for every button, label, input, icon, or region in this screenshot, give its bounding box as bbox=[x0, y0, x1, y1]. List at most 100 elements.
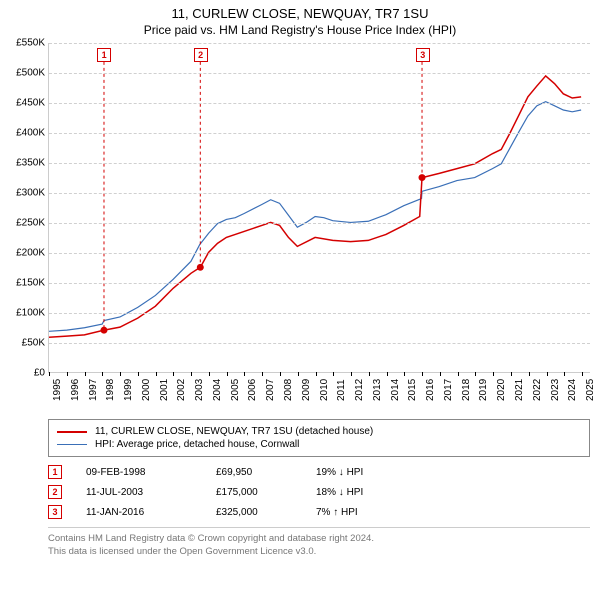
x-tick-label: 2005 bbox=[230, 379, 241, 401]
x-tick-label: 2017 bbox=[443, 379, 454, 401]
legend-swatch bbox=[57, 431, 87, 433]
x-tick-label: 2004 bbox=[212, 379, 223, 401]
gridline-h bbox=[49, 283, 590, 284]
x-tick-label: 2020 bbox=[496, 379, 507, 401]
footer-line-2: This data is licensed under the Open Gov… bbox=[48, 545, 590, 558]
x-tick-label: 2019 bbox=[478, 379, 489, 401]
chart-title: 11, CURLEW CLOSE, NEWQUAY, TR7 1SU bbox=[0, 6, 600, 21]
x-tick-label: 2013 bbox=[372, 379, 383, 401]
transaction-marker: 3 bbox=[48, 505, 62, 519]
marker-dot bbox=[197, 264, 204, 271]
marker-dot bbox=[100, 327, 107, 334]
x-tick-label: 1997 bbox=[88, 379, 99, 401]
gridline-h bbox=[49, 163, 590, 164]
chart-container: 11, CURLEW CLOSE, NEWQUAY, TR7 1SU Price… bbox=[0, 6, 600, 559]
x-tick-label: 1999 bbox=[123, 379, 134, 401]
x-tick-mark bbox=[493, 372, 494, 376]
legend-swatch bbox=[57, 444, 87, 445]
x-tick-mark bbox=[511, 372, 512, 376]
y-tick-label: £400K bbox=[1, 128, 45, 139]
x-tick-label: 2015 bbox=[407, 379, 418, 401]
legend-item: HPI: Average price, detached house, Corn… bbox=[57, 439, 581, 450]
transaction-date: 09-FEB-1998 bbox=[86, 467, 216, 478]
transaction-delta: 7% ↑ HPI bbox=[316, 507, 416, 518]
gridline-h bbox=[49, 193, 590, 194]
x-tick-mark bbox=[529, 372, 530, 376]
plot-area: £0£50K£100K£150K£200K£250K£300K£350K£400… bbox=[48, 43, 590, 373]
x-tick-mark bbox=[209, 372, 210, 376]
gridline-h bbox=[49, 73, 590, 74]
x-tick-mark bbox=[351, 372, 352, 376]
x-tick-mark bbox=[138, 372, 139, 376]
marker-box: 3 bbox=[416, 48, 430, 62]
x-tick-mark bbox=[316, 372, 317, 376]
gridline-h bbox=[49, 43, 590, 44]
gridline-h bbox=[49, 133, 590, 134]
x-tick-mark bbox=[333, 372, 334, 376]
x-tick-label: 2023 bbox=[550, 379, 561, 401]
x-tick-mark bbox=[85, 372, 86, 376]
x-tick-label: 1996 bbox=[70, 379, 81, 401]
x-tick-mark bbox=[262, 372, 263, 376]
x-tick-label: 2012 bbox=[354, 379, 365, 401]
y-tick-label: £100K bbox=[1, 308, 45, 319]
x-tick-label: 2014 bbox=[390, 379, 401, 401]
transaction-row: 109-FEB-1998£69,95019% ↓ HPI bbox=[48, 465, 590, 479]
x-tick-label: 2009 bbox=[301, 379, 312, 401]
x-tick-mark bbox=[582, 372, 583, 376]
x-tick-mark bbox=[102, 372, 103, 376]
transaction-delta: 18% ↓ HPI bbox=[316, 487, 416, 498]
x-tick-label: 2003 bbox=[194, 379, 205, 401]
y-tick-label: £150K bbox=[1, 278, 45, 289]
chart-svg bbox=[49, 43, 590, 372]
y-tick-label: £200K bbox=[1, 248, 45, 259]
x-tick-mark bbox=[173, 372, 174, 376]
x-tick-label: 2001 bbox=[159, 379, 170, 401]
x-tick-mark bbox=[191, 372, 192, 376]
transaction-date: 11-JUL-2003 bbox=[86, 487, 216, 498]
x-tick-label: 1995 bbox=[52, 379, 63, 401]
x-tick-mark bbox=[547, 372, 548, 376]
chart-subtitle: Price paid vs. HM Land Registry's House … bbox=[0, 23, 600, 37]
x-tick-mark bbox=[120, 372, 121, 376]
x-tick-label: 1998 bbox=[105, 379, 116, 401]
transaction-row: 3 11-JAN-2016£325,0007% ↑ HPI bbox=[48, 505, 590, 519]
x-tick-mark bbox=[244, 372, 245, 376]
legend-item: 11, CURLEW CLOSE, NEWQUAY, TR7 1SU (deta… bbox=[57, 426, 581, 437]
y-tick-label: £300K bbox=[1, 188, 45, 199]
footer-line-1: Contains HM Land Registry data © Crown c… bbox=[48, 532, 590, 545]
transactions-table: 109-FEB-1998£69,95019% ↓ HPI211-JUL-2003… bbox=[48, 465, 590, 519]
x-tick-label: 2007 bbox=[265, 379, 276, 401]
x-tick-label: 2006 bbox=[247, 379, 258, 401]
footer: Contains HM Land Registry data © Crown c… bbox=[48, 527, 590, 559]
marker-box: 2 bbox=[194, 48, 208, 62]
legend: 11, CURLEW CLOSE, NEWQUAY, TR7 1SU (deta… bbox=[48, 419, 590, 457]
y-tick-label: £500K bbox=[1, 68, 45, 79]
transaction-marker: 1 bbox=[48, 465, 62, 479]
x-tick-mark bbox=[298, 372, 299, 376]
x-tick-mark bbox=[387, 372, 388, 376]
x-tick-mark bbox=[67, 372, 68, 376]
x-tick-mark bbox=[404, 372, 405, 376]
x-tick-mark bbox=[475, 372, 476, 376]
gridline-h bbox=[49, 253, 590, 254]
x-tick-mark bbox=[227, 372, 228, 376]
x-tick-label: 2016 bbox=[425, 379, 436, 401]
y-tick-label: £250K bbox=[1, 218, 45, 229]
x-tick-mark bbox=[280, 372, 281, 376]
x-tick-mark bbox=[564, 372, 565, 376]
x-tick-mark bbox=[49, 372, 50, 376]
transaction-price: £325,000 bbox=[216, 507, 316, 518]
series-property bbox=[49, 76, 581, 337]
gridline-h bbox=[49, 223, 590, 224]
transaction-date: 11-JAN-2016 bbox=[86, 507, 216, 518]
x-tick-label: 2025 bbox=[585, 379, 596, 401]
x-tick-mark bbox=[440, 372, 441, 376]
x-tick-mark bbox=[369, 372, 370, 376]
x-tick-label: 2021 bbox=[514, 379, 525, 401]
x-tick-label: 2018 bbox=[461, 379, 472, 401]
transaction-marker: 2 bbox=[48, 485, 62, 499]
x-tick-label: 2022 bbox=[532, 379, 543, 401]
marker-box: 1 bbox=[97, 48, 111, 62]
legend-label: HPI: Average price, detached house, Corn… bbox=[95, 439, 299, 450]
